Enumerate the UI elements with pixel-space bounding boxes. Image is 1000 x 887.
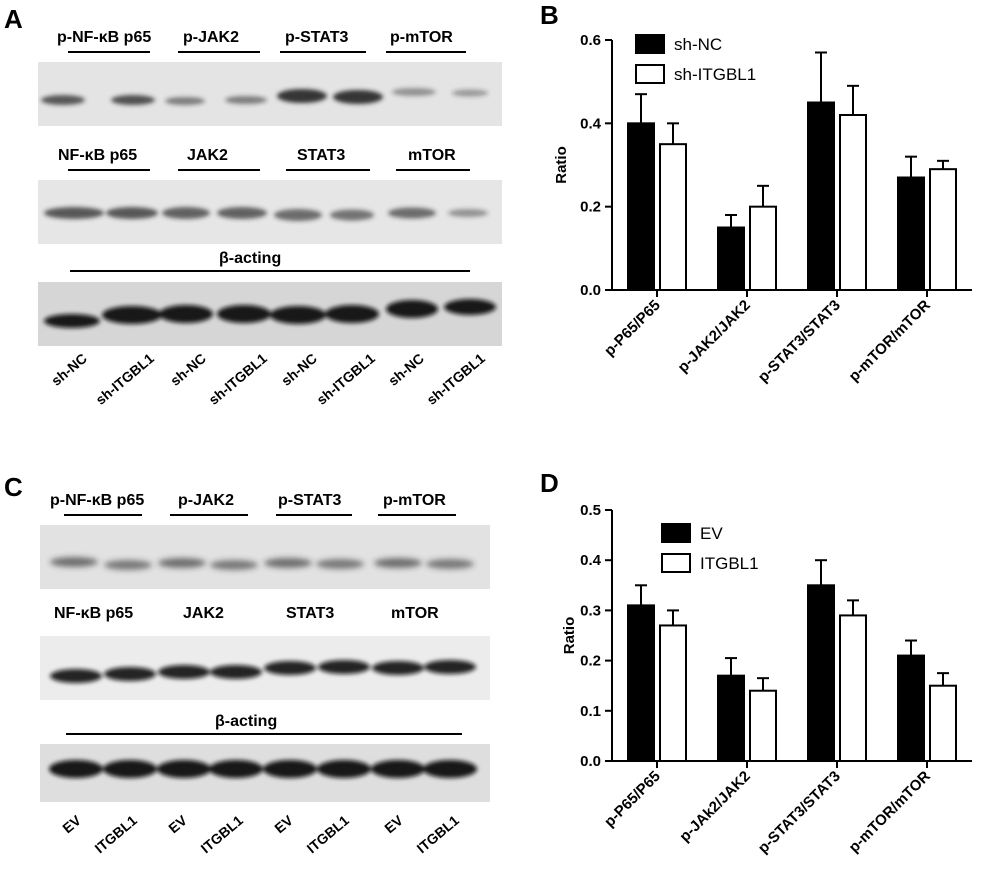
blot-c-bands-2 bbox=[50, 660, 476, 683]
blot-a-bands-3 bbox=[44, 299, 496, 328]
blot-a-bands-1 bbox=[41, 88, 488, 105]
chart-d-y-tick-label: 0.2 bbox=[580, 653, 601, 670]
blot-a-header-7: STAT3 bbox=[297, 147, 345, 164]
chart-b-legend-label-2: sh-ITGBL1 bbox=[674, 65, 756, 84]
chart-b-category-label-2: p-JAK2/JAK2 bbox=[675, 297, 754, 376]
blot-a-loading-label: β-acting bbox=[219, 250, 281, 267]
blot-c-header-5: NF-κB p65 bbox=[54, 605, 133, 622]
blot-a-lane-label-7: sh-NC bbox=[385, 350, 427, 389]
chart-b-bar-2-3 bbox=[839, 114, 867, 291]
blot-c-lane-label-7: EV bbox=[381, 812, 406, 837]
chart-d-y-tick-label: 0.4 bbox=[580, 552, 602, 569]
blot-c-lane-label-5: EV bbox=[271, 812, 296, 837]
blot-a-lane-label-6: sh-ITGBL1 bbox=[313, 350, 378, 408]
chart-b-category-label-4: p-mTOR/mTOR bbox=[846, 297, 934, 385]
chart-d-y-tick-label: 0.5 bbox=[580, 502, 601, 519]
chart-d-bar-1-3 bbox=[807, 584, 835, 762]
blot-c-lane-label-4: ITGBL1 bbox=[198, 812, 247, 856]
blot-a-lane-label-1: sh-NC bbox=[48, 350, 90, 389]
chart-b-legend-swatch-1 bbox=[635, 34, 665, 54]
chart-b-category-label-1: p-P65/P65 bbox=[601, 297, 664, 360]
blot-c-header-4: p-mTOR bbox=[383, 492, 446, 509]
chart-b-y-tick-label: 0.2 bbox=[580, 199, 601, 216]
blot-c-lane-label-1: EV bbox=[59, 812, 84, 837]
blot-c-lane-labels: EV ITGBL1 EV ITGBL1 EV ITGBL1 EV ITGBL1 bbox=[59, 812, 462, 857]
blot-a-bands-2 bbox=[44, 207, 488, 221]
panel-letter-d: D bbox=[540, 468, 559, 498]
blot-a-header-6: JAK2 bbox=[187, 147, 228, 164]
blot-c-header-3: p-STAT3 bbox=[278, 492, 342, 509]
chart-b-y-axis-label: Ratio bbox=[553, 146, 570, 184]
chart-d-bar-2-1 bbox=[659, 624, 687, 763]
chart-b-category-label-3: p-STAT3/STAT3 bbox=[755, 297, 844, 386]
chart-d-category-label-4: p-mTOR/mTOR bbox=[846, 768, 934, 856]
blot-c-header-2: p-JAK2 bbox=[178, 492, 234, 509]
western-blot-c: p-NF-κB p65 p-JAK2 p-STAT3 p-mTOR NF-κB … bbox=[40, 492, 490, 856]
blot-a-header-1: p-NF-κB p65 bbox=[57, 29, 151, 46]
chart-d-bar-2-4 bbox=[929, 684, 957, 763]
blot-c-lane-label-2: ITGBL1 bbox=[92, 812, 141, 856]
blot-a-header-2: p-JAK2 bbox=[183, 29, 239, 46]
chart-d-y-tick-label: 0.0 bbox=[580, 753, 601, 770]
blot-c-loading-label: β-acting bbox=[215, 713, 277, 730]
blot-a-lane-label-8: sh-ITGBL1 bbox=[423, 350, 488, 408]
blot-a-lane-label-3: sh-NC bbox=[167, 350, 209, 389]
blot-a-lane-label-4: sh-ITGBL1 bbox=[205, 350, 270, 408]
chart-d-legend-swatch-1 bbox=[661, 523, 691, 543]
blot-c-bands-3 bbox=[49, 760, 477, 778]
blot-a-lane-label-2: sh-ITGBL1 bbox=[92, 350, 157, 408]
chart-d-category-label-2: p-JAk2/JAK2 bbox=[676, 768, 753, 845]
panel-letter-a: A bbox=[4, 4, 23, 34]
blot-a-lane-label-5: sh-NC bbox=[278, 350, 320, 389]
western-blot-a: p-NF-κB p65 p-JAK2 p-STAT3 p-mTOR NF-κB … bbox=[38, 29, 502, 408]
blot-c-lane-label-8: ITGBL1 bbox=[414, 812, 463, 856]
chart-b-bar-1-2 bbox=[717, 226, 745, 291]
chart-d-legend-label-1: EV bbox=[700, 524, 723, 543]
blot-c-lane-label-6: ITGBL1 bbox=[304, 812, 353, 856]
panel-letter-c: C bbox=[4, 472, 23, 502]
blot-c-header-6: JAK2 bbox=[183, 605, 224, 622]
blot-c-header-8: mTOR bbox=[391, 605, 439, 622]
chart-d-category-label-1: p-P65/P65 bbox=[601, 768, 664, 831]
chart-d-legend-label-2: ITGBL1 bbox=[700, 554, 759, 573]
blot-a-header-3: p-STAT3 bbox=[285, 29, 349, 46]
chart-d-bar-1-4 bbox=[897, 654, 925, 763]
blot-c-lane-label-3: EV bbox=[165, 812, 190, 837]
chart-d-y-tick-label: 0.3 bbox=[580, 602, 601, 619]
chart-b-y-tick-label: 0.4 bbox=[580, 115, 602, 132]
chart-d-category-label-3: p-STAT3/STAT3 bbox=[755, 768, 844, 857]
chart-b-legend-label-1: sh-NC bbox=[674, 35, 722, 54]
panel-letter-b: B bbox=[540, 0, 559, 30]
chart-b-legend-swatch-2 bbox=[635, 64, 665, 84]
chart-d-y-tick-label: 0.1 bbox=[580, 703, 601, 720]
chart-d-bar-2-3 bbox=[839, 614, 867, 762]
blot-a-header-8: mTOR bbox=[408, 147, 456, 164]
chart-b-y-tick-label: 0.6 bbox=[580, 32, 601, 49]
chart-b-bar-1-4 bbox=[897, 176, 925, 291]
chart-d-y-axis-label: Ratio bbox=[561, 617, 578, 655]
chart-b-bar-2-2 bbox=[749, 205, 777, 292]
chart-d-bar-1-2 bbox=[717, 674, 745, 762]
chart-d-bar-2-2 bbox=[749, 689, 777, 762]
blot-a-header-4: p-mTOR bbox=[390, 29, 453, 46]
blot-a-header-5: NF-κB p65 bbox=[58, 147, 137, 164]
blot-c-header-1: p-NF-κB p65 bbox=[50, 492, 144, 509]
chart-b-y-tick-label: 0.0 bbox=[580, 282, 601, 299]
blot-c-header-7: STAT3 bbox=[286, 605, 334, 622]
chart-d-legend-swatch-2 bbox=[661, 553, 691, 573]
blot-c-bands-1 bbox=[50, 557, 474, 570]
chart-b-bar-2-1 bbox=[659, 143, 687, 291]
bar-chart-b: 0.0 0.2 0.4 0.6 Ratio p-P65/P65 p-JAK2/JAK2 p-S… bbox=[553, 32, 972, 386]
chart-b-bar-1-1 bbox=[627, 122, 655, 292]
chart-b-bar-1-3 bbox=[807, 101, 835, 291]
bar-chart-d: 0.0 0.1 0.2 0.3 0.4 0.5 Ratio p-P65/P65 p-JAk2/J… bbox=[561, 502, 972, 857]
chart-d-bar-1-1 bbox=[627, 604, 655, 762]
blot-c-membrane-1 bbox=[40, 525, 490, 589]
chart-b-bar-2-4 bbox=[929, 168, 957, 292]
